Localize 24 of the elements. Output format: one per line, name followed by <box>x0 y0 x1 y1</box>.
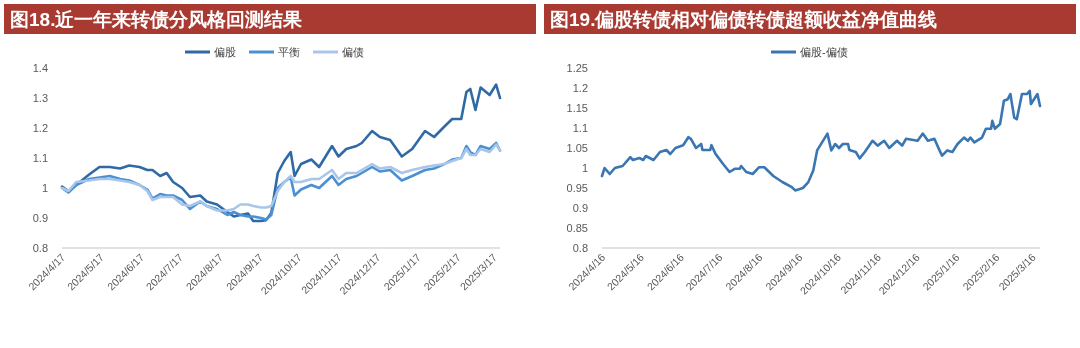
y-tick-label: 1.1 <box>572 122 588 134</box>
y-tick-label: 1.2 <box>572 82 588 94</box>
legend-label: 平衡 <box>278 46 300 58</box>
y-tick-label: 1.2 <box>32 122 48 134</box>
y-tick-label: 0.95 <box>566 182 588 194</box>
y-tick-label: 1.3 <box>32 92 48 104</box>
y-tick-label: 1.25 <box>566 62 588 74</box>
y-tick-label: 0.9 <box>32 212 48 224</box>
y-tick-label: 0.8 <box>32 242 48 254</box>
legend: 偏股-偏债 <box>771 46 848 58</box>
y-tick-label: 1.05 <box>566 142 588 154</box>
y-tick-label: 1 <box>41 182 48 194</box>
y-tick-label: 0.8 <box>572 242 588 254</box>
legend-label: 偏债 <box>342 46 364 58</box>
chart-title: 图18.近一年来转债分风格回测结果 <box>10 9 304 30</box>
y-tick-label: 0.9 <box>572 202 588 214</box>
legend-label: 偏股-偏债 <box>800 46 848 58</box>
y-tick-label: 1.15 <box>566 102 588 114</box>
y-tick-label: 1.1 <box>32 152 48 164</box>
y-tick-label: 1.4 <box>32 62 48 74</box>
chart-title: 图19.偏股转债相对偏债转债超额收益净值曲线 <box>550 9 938 30</box>
y-tick-label: 1 <box>581 162 588 174</box>
legend-label: 偏股 <box>214 46 236 58</box>
y-tick-label: 0.85 <box>566 222 588 234</box>
